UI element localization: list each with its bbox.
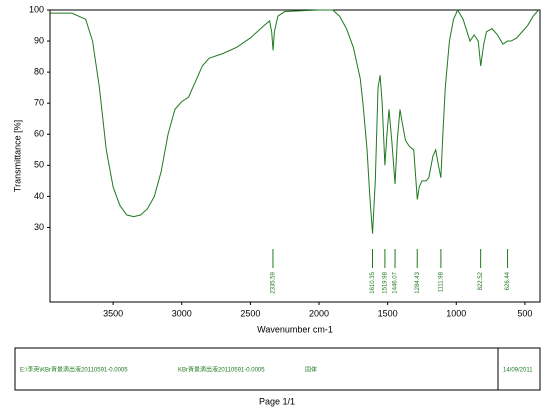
plot-frame (49, 9, 541, 303)
y-tick-label: 90 (34, 35, 44, 45)
y-tick-label: 50 (34, 160, 44, 170)
spectrum-line (50, 8, 540, 234)
footer-date: 14/09/2011 (503, 368, 533, 374)
peak-label: 2335.59 (271, 271, 277, 293)
x-tick-label: 3500 (103, 308, 123, 318)
x-tick-label: 3000 (172, 308, 192, 318)
footer-file: E:\李英\KBr背景滴出液20110591-0.0005 (20, 366, 128, 374)
y-axis-label: Transmittance [%] (12, 120, 22, 192)
x-tick-label: 500 (517, 308, 532, 318)
peak-label: 1610.35 (370, 271, 376, 293)
peak-label: 1446.07 (393, 271, 399, 293)
footer-box (14, 347, 541, 391)
y-tick-label: 70 (34, 98, 44, 108)
y-tick-label: 40 (34, 191, 44, 201)
x-axis-label: Wavenumber cm-1 (257, 324, 333, 334)
peak-label: 626.44 (505, 271, 511, 290)
peak-label: 822.52 (478, 271, 484, 290)
peak-label: 1519.98 (382, 271, 388, 293)
y-tick-label: 80 (34, 67, 44, 77)
footer-sample: KBr背景滴出液20110591-0.0005 (178, 366, 265, 374)
x-tick-label: 1000 (446, 308, 466, 318)
y-tick-label: 100 (29, 4, 44, 14)
page-number: Page 1/1 (259, 396, 295, 406)
x-tick-label: 1500 (378, 308, 398, 318)
peak-label: 1284.43 (415, 271, 421, 293)
y-tick-label: 60 (34, 129, 44, 139)
x-tick-label: 2000 (309, 308, 329, 318)
x-tick-label: 2500 (240, 308, 260, 318)
footer-state: 固体 (305, 366, 317, 374)
y-tick-label: 30 (34, 222, 44, 232)
peak-label: 1111.98 (438, 271, 444, 292)
